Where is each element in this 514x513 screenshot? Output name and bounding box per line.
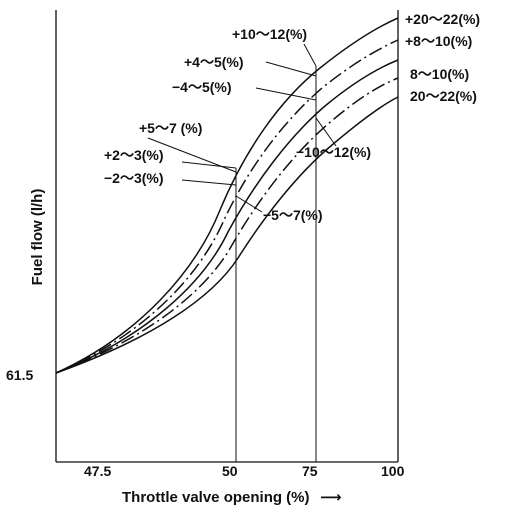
label-plus-8-10: +8～10(%) <box>405 33 472 49</box>
label-minus-4-5: −4～5(%) <box>172 79 232 95</box>
y-tick-61-5: 61.5 <box>6 367 33 383</box>
x-tick-50: 50 <box>222 463 238 479</box>
curve-minus-8-10 <box>55 77 399 374</box>
curve-plus-2-5-mid <box>55 59 399 374</box>
label-plus-5-7: +5～7 (%) <box>139 120 202 136</box>
x-axis-label: Throttle valve opening (%) <box>122 489 310 506</box>
x-tick-47-5: 47.5 <box>84 463 111 479</box>
y-axis-label: Fuel flow (l/h) <box>29 189 46 286</box>
label-plus-10-12: +10～12(%) <box>232 26 307 42</box>
leader-minus-5-7 <box>235 195 263 213</box>
leader-plus-4-5 <box>265 61 317 77</box>
x-tick-100: 100 <box>381 463 405 479</box>
leader-plus-10-12 <box>303 43 317 67</box>
label-minus-20-22: 20～22(%) <box>410 88 477 104</box>
leader-minus-4-5 <box>255 87 317 101</box>
x-tick-75: 75 <box>302 463 318 479</box>
curve-minus-20-22 <box>55 96 399 374</box>
leader-minus-2-3 <box>181 179 237 186</box>
curve-plus-8-10 <box>55 39 399 374</box>
label-minus-5-7: −5～7(%) <box>263 207 323 223</box>
label-minus-2-3: −2～3(%) <box>104 170 164 186</box>
leader-plus-2-3 <box>181 161 237 169</box>
leader-minus-10-12 <box>315 117 337 147</box>
label-minus-8-10: 8～10(%) <box>410 66 469 82</box>
label-plus-4-5: +4～5(%) <box>184 54 244 70</box>
label-plus-20-22: +20～22(%) <box>405 11 480 27</box>
label-plus-2-3: +2～3(%) <box>104 147 164 163</box>
x-axis-arrow: ⟶ <box>320 489 342 506</box>
curve-plus-20-22 <box>55 17 399 374</box>
label-minus-10-12: −10～12(%) <box>296 144 371 160</box>
